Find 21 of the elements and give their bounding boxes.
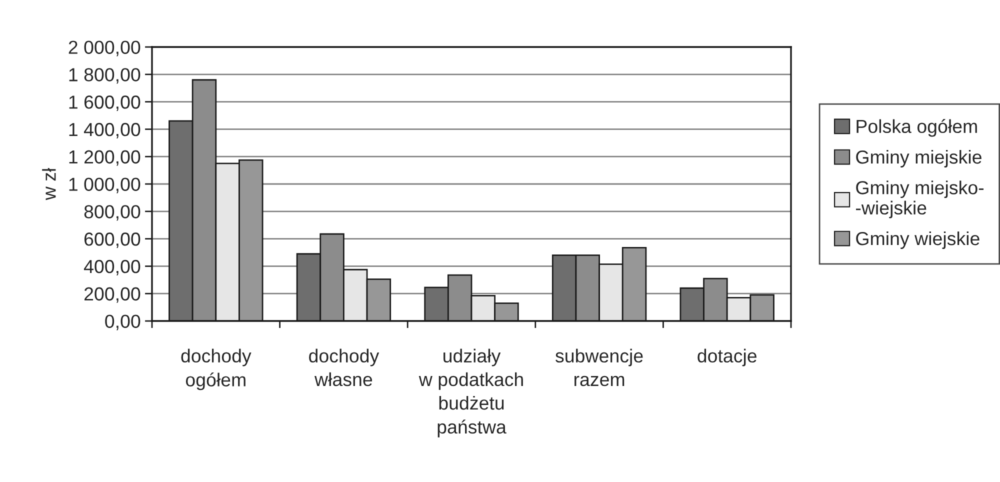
y-tick-label: 200,00 [84, 287, 140, 303]
y-tick-label: 600,00 [84, 232, 140, 248]
y-tick-label: 1 000,00 [69, 178, 140, 194]
legend-label: Gminy miejskie [856, 150, 982, 168]
y-tick-label: 0,00 [105, 314, 140, 330]
y-tick-label: 1 800,00 [69, 68, 140, 84]
x-tick-label: udziały w podatkach budżetu państwa [418, 348, 523, 438]
y-tick-label: 2 000,00 [68, 40, 140, 56]
y-tick-label: 1 400,00 [69, 122, 140, 138]
x-tick-label: dotacje [698, 348, 756, 366]
y-axis-title: w zł [42, 168, 56, 200]
legend-label: Gminy wiejskie [856, 231, 980, 249]
x-tick-label: subwencje razem [556, 348, 643, 386]
y-tick-label: 1 200,00 [69, 150, 140, 166]
legend-label: Gminy miejsko- -wiejskie [856, 180, 984, 218]
y-tick-label: 800,00 [84, 205, 140, 221]
legend-label: Polska ogółem [856, 119, 977, 137]
x-tick-label: dochody własne [309, 348, 380, 386]
y-tick-label: 400,00 [84, 260, 140, 276]
y-tick-label: 1 600,00 [69, 96, 140, 111]
x-tick-label: dochody ogółem [181, 348, 252, 390]
